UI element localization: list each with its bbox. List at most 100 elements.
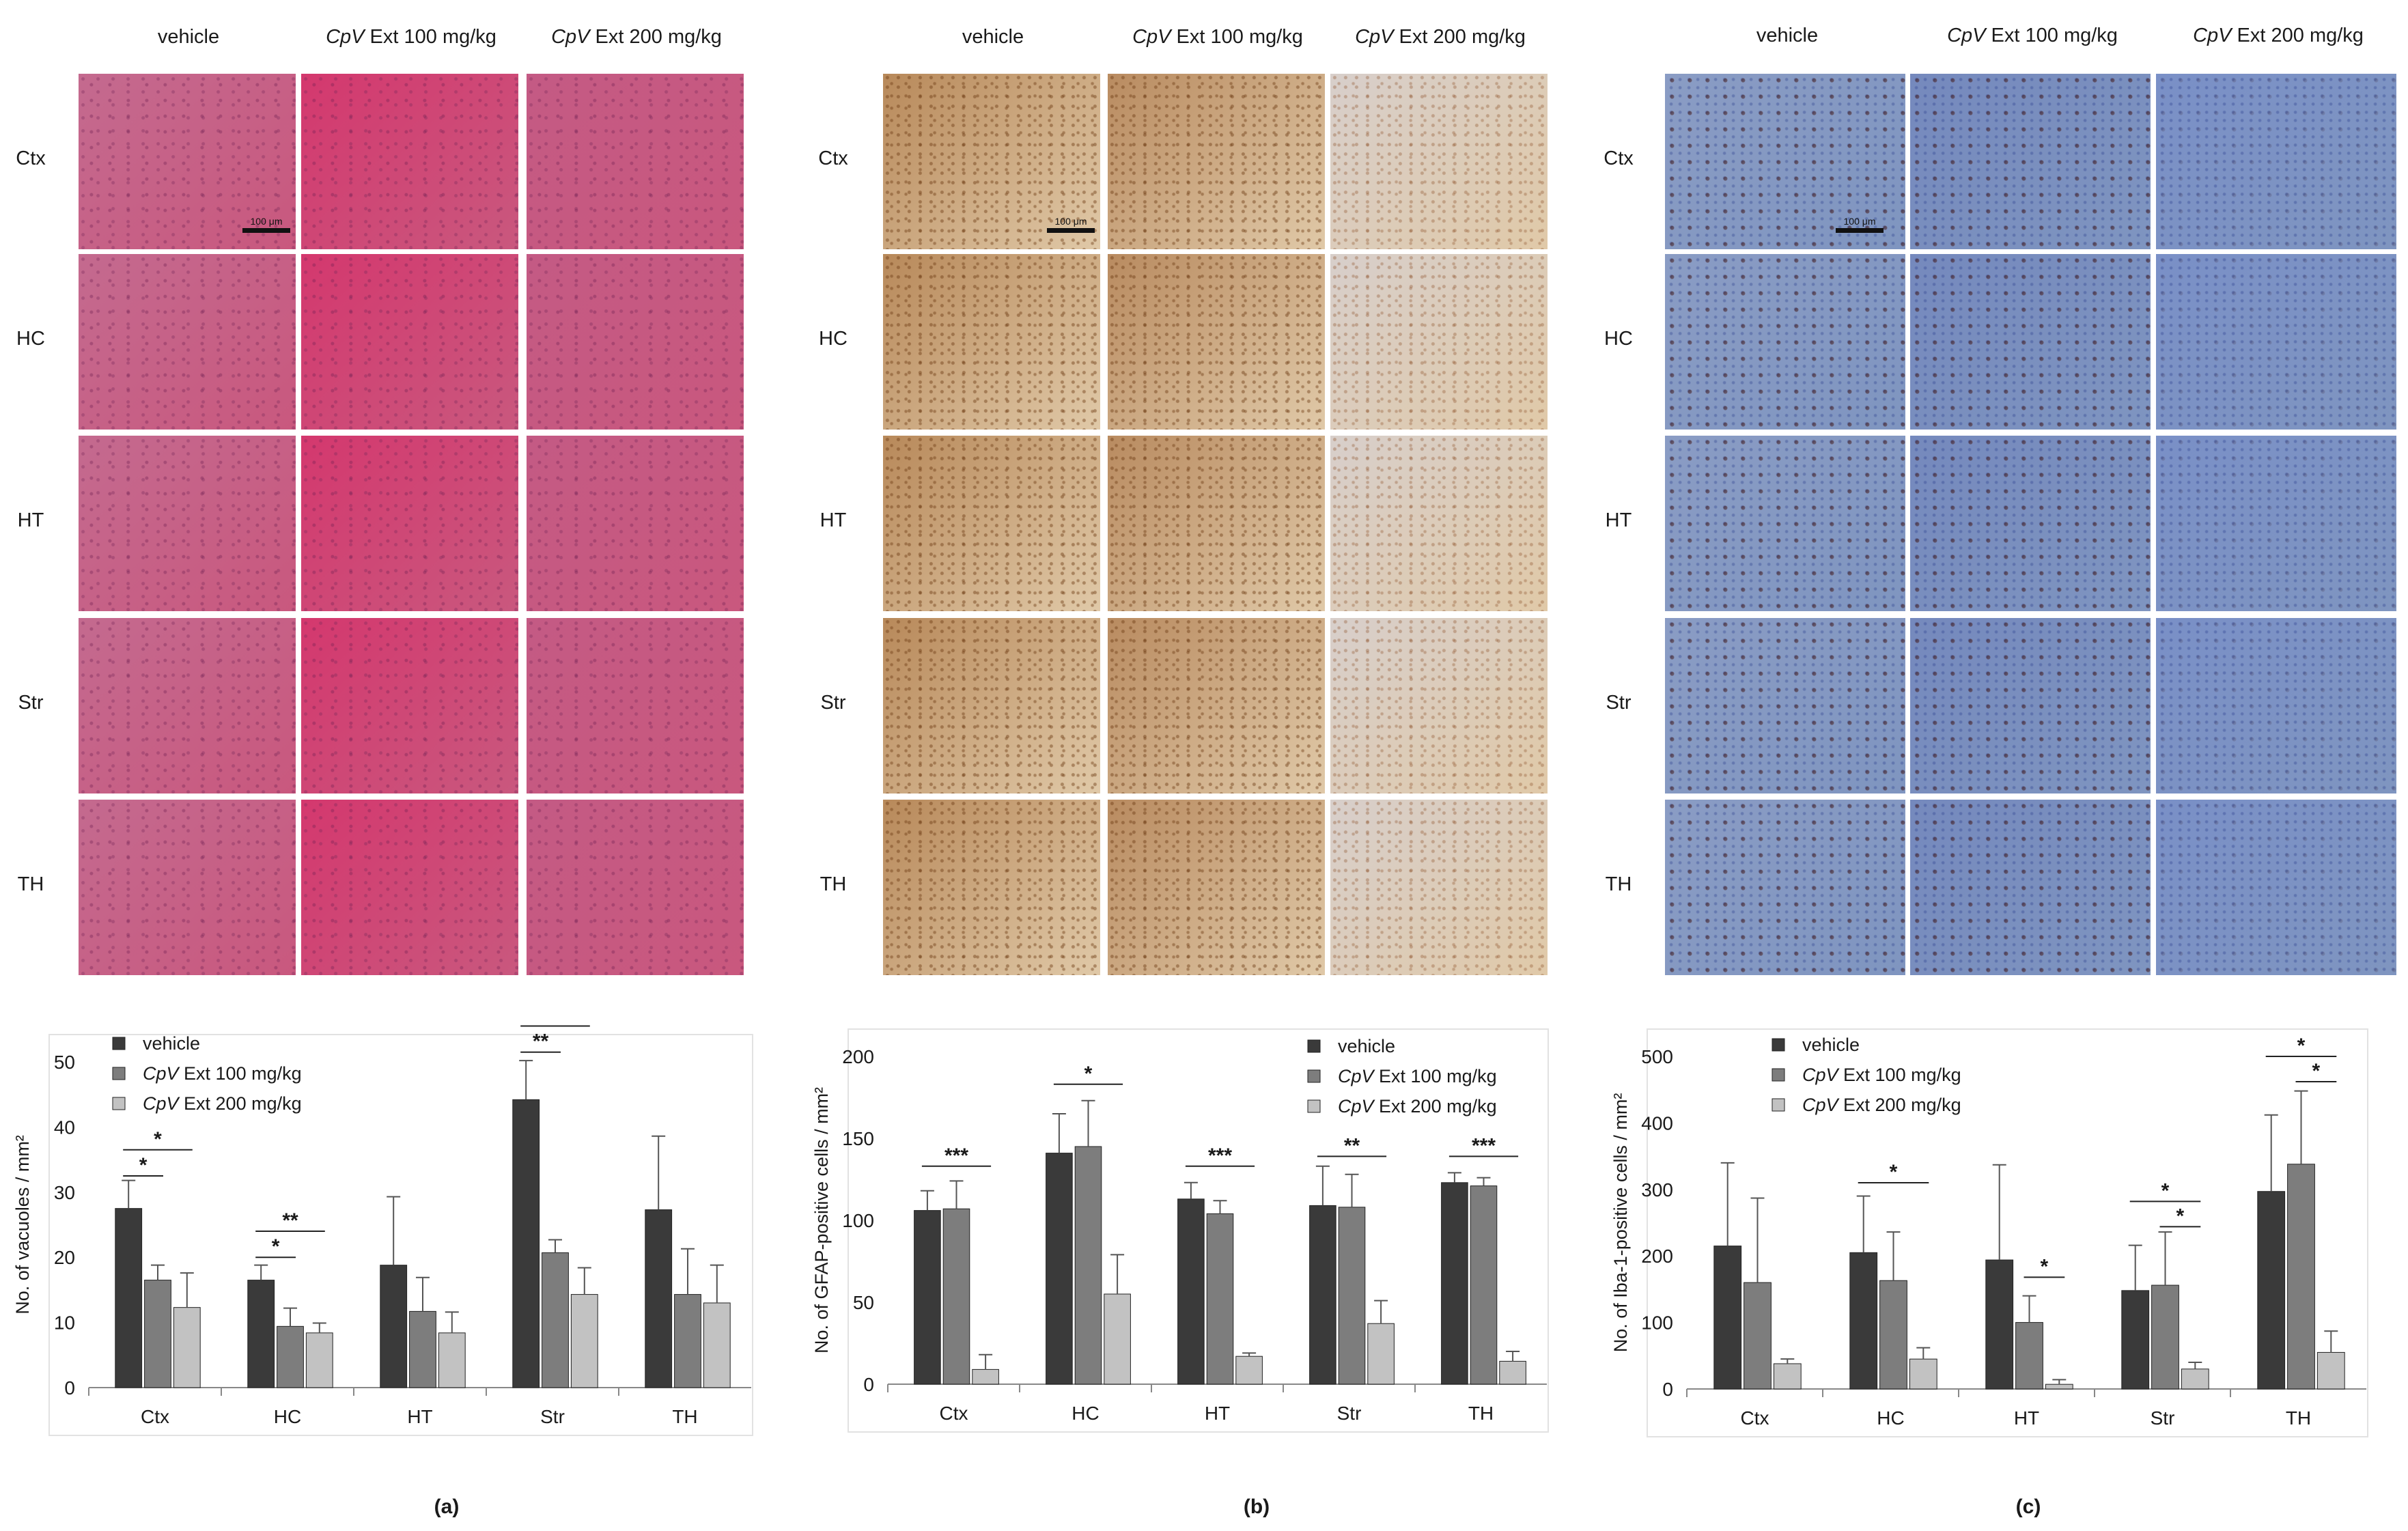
legend-italic: CpV bbox=[1802, 1095, 1843, 1115]
column-header: CpV Ext 200 mg/kg bbox=[1330, 26, 1550, 48]
micrograph-tile bbox=[79, 436, 296, 611]
micrograph-tile bbox=[1330, 74, 1548, 249]
micrograph-tile bbox=[301, 254, 518, 430]
legend-swatch bbox=[1307, 1069, 1321, 1083]
header-italic: CpV bbox=[551, 26, 590, 48]
row-label: HC bbox=[1604, 328, 1633, 350]
legend-swatch bbox=[1772, 1098, 1785, 1112]
significance-label: * bbox=[1084, 1063, 1093, 1085]
micrograph-tile bbox=[1665, 800, 1905, 975]
x-tick-label: Ctx bbox=[141, 1406, 169, 1427]
micrograph-tile bbox=[883, 618, 1100, 793]
bar bbox=[1879, 1280, 1907, 1390]
legend-italic: CpV bbox=[143, 1093, 184, 1114]
bar bbox=[380, 1265, 408, 1388]
x-tick-label: Str bbox=[1337, 1403, 1362, 1424]
bar bbox=[1441, 1182, 1468, 1385]
y-tick-label: 50 bbox=[54, 1052, 75, 1073]
bar bbox=[1046, 1153, 1073, 1385]
y-tick-label: 40 bbox=[54, 1116, 75, 1138]
significance-label: * bbox=[139, 1154, 148, 1177]
bar bbox=[1309, 1205, 1336, 1385]
bar bbox=[1713, 1246, 1742, 1390]
micrograph-tile bbox=[79, 800, 296, 975]
bar bbox=[305, 1332, 333, 1388]
bar bbox=[2287, 1164, 2315, 1390]
micrograph-tile bbox=[301, 618, 518, 793]
micrograph-tile bbox=[1665, 618, 1905, 793]
micrograph-tile bbox=[527, 618, 744, 793]
legend-text: Ext 200 mg/kg bbox=[1843, 1095, 1961, 1115]
header-text: Ext 100 mg/kg bbox=[364, 26, 496, 48]
bar bbox=[645, 1209, 673, 1388]
bar bbox=[409, 1310, 436, 1388]
row-label: Ctx bbox=[1604, 148, 1634, 169]
column-header: CpV Ext 100 mg/kg bbox=[1922, 25, 2142, 47]
significance-label: * bbox=[2041, 1255, 2049, 1278]
significance-label: * bbox=[2176, 1205, 2185, 1227]
x-tick-label: HT bbox=[407, 1406, 432, 1427]
row-label: HC bbox=[16, 328, 45, 350]
bar bbox=[1206, 1213, 1234, 1385]
x-tick-label: HC bbox=[1877, 1407, 1904, 1429]
micrograph-tile bbox=[883, 254, 1100, 430]
row-label: Str bbox=[820, 692, 846, 714]
y-tick-label: 200 bbox=[1641, 1246, 1673, 1267]
y-tick-label: 0 bbox=[1662, 1379, 1673, 1400]
bar bbox=[512, 1099, 540, 1388]
significance-label: * bbox=[154, 1128, 162, 1151]
chart-frame bbox=[48, 1034, 753, 1436]
micrograph-tile bbox=[1910, 800, 2151, 975]
column-header: vehicle bbox=[883, 26, 1103, 48]
legend-italic: CpV bbox=[1338, 1066, 1379, 1086]
y-tick-label: 400 bbox=[1641, 1112, 1673, 1134]
legend-label: CpV Ext 100 mg/kg bbox=[1802, 1065, 1961, 1085]
legend-swatch bbox=[1307, 1039, 1321, 1053]
significance-label: *** bbox=[1472, 1134, 1496, 1157]
header-italic: CpV bbox=[1132, 26, 1171, 48]
significance-label: ** bbox=[282, 1209, 298, 1232]
micrograph-tile bbox=[301, 436, 518, 611]
micrograph-tile bbox=[883, 436, 1100, 611]
micrograph-tile bbox=[883, 74, 1100, 249]
bar bbox=[277, 1325, 304, 1388]
scale-bar-line bbox=[1836, 228, 1884, 233]
column-header: vehicle bbox=[79, 26, 298, 48]
x-tick-label: TH bbox=[1468, 1403, 1494, 1424]
micrograph-tile bbox=[1330, 618, 1548, 793]
legend-text: Ext 100 mg/kg bbox=[1843, 1065, 1961, 1085]
bar bbox=[2151, 1284, 2179, 1390]
legend-italic: CpV bbox=[1338, 1096, 1379, 1116]
legend-text: Ext 100 mg/kg bbox=[184, 1063, 302, 1084]
column-header: CpV Ext 100 mg/kg bbox=[1108, 26, 1328, 48]
micrograph-tile bbox=[1108, 254, 1325, 430]
legend-swatch bbox=[112, 1097, 126, 1110]
row-label: HT bbox=[17, 509, 44, 531]
micrograph-tile bbox=[1910, 618, 2151, 793]
y-tick-label: 10 bbox=[54, 1312, 75, 1334]
bar bbox=[115, 1208, 143, 1388]
header-text: Ext 100 mg/kg bbox=[1171, 26, 1303, 48]
x-tick-label: HT bbox=[1205, 1403, 1230, 1424]
panel-letter-b: (b) bbox=[1243, 1495, 1270, 1518]
row-label: HT bbox=[820, 509, 847, 531]
y-tick-label: 100 bbox=[842, 1210, 874, 1231]
bar bbox=[1499, 1360, 1526, 1385]
micrograph-tile bbox=[527, 800, 744, 975]
significance-label: *** bbox=[1208, 1144, 1232, 1167]
scale-bar-line bbox=[1047, 228, 1095, 233]
bar bbox=[942, 1208, 970, 1385]
bar bbox=[2015, 1322, 2043, 1390]
legend-text: Ext 200 mg/kg bbox=[1379, 1096, 1497, 1116]
micrograph-tile bbox=[883, 800, 1100, 975]
y-axis-label: No. of GFAP-positive cells / mm² bbox=[811, 1087, 832, 1353]
bar-chart-vacuoles: 0 10 20 30 40 50 No. of vacuoles / mm² Ctx HC HT S… bbox=[12, 1021, 753, 1436]
x-tick-label: Str bbox=[540, 1406, 565, 1427]
legend-swatch bbox=[1772, 1068, 1785, 1082]
significance-label: * bbox=[2297, 1035, 2306, 1057]
chart-frame bbox=[848, 1028, 1549, 1433]
column-header: CpV Ext 100 mg/kg bbox=[301, 26, 521, 48]
y-tick-label: 0 bbox=[64, 1377, 75, 1399]
scale-bar-label: 100 μm bbox=[1843, 216, 1876, 227]
scale-bar-label: 100 μm bbox=[250, 216, 283, 227]
